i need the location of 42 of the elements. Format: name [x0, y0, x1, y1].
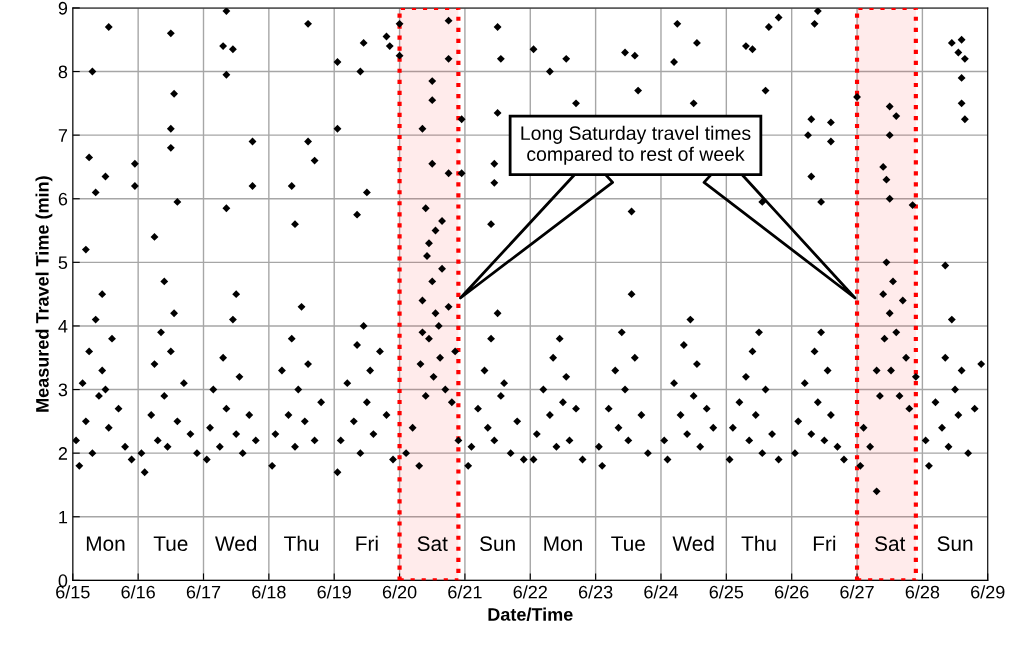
x-tick-label: 6/26	[775, 585, 809, 599]
annotation: Wed	[215, 535, 257, 552]
x-tick-label: 6/25	[709, 585, 744, 599]
x-tick-label: 6/16	[121, 585, 155, 599]
annotation: Sat	[875, 536, 906, 552]
x-tick-label: 6/27	[840, 585, 874, 599]
y-tick-label: 7	[58, 129, 68, 142]
annotation: Fri	[813, 535, 836, 551]
y-tick-label: 4	[58, 320, 68, 333]
x-tick-label: 6/17	[186, 585, 221, 599]
x-tick-label: 6/29	[971, 585, 1005, 599]
annotation: Thu	[284, 535, 319, 552]
y-axis-title: Measured Travel Time (min)	[35, 176, 53, 412]
annotation: Wed	[672, 535, 714, 552]
annotation: Mon	[86, 536, 125, 552]
x-tick-label: 6/20	[382, 585, 417, 599]
y-tick-label: 3	[58, 383, 68, 397]
x-tick-label: 6/21	[448, 585, 482, 599]
x-tick-label: 6/24	[644, 585, 679, 599]
x-tick-label: 6/19	[317, 585, 351, 599]
x-tick-label: 6/15	[56, 585, 90, 599]
annotation: Sat	[417, 536, 448, 552]
annotation: Thu	[741, 535, 776, 552]
y-tick-label: 9	[58, 1, 68, 15]
x-tick-label: 6/18	[252, 585, 286, 599]
x-tick-label: 6/22	[513, 585, 547, 599]
annotation: Long Saturday travel times compared to rest of week	[521, 125, 751, 165]
annotation: Mon	[544, 536, 582, 552]
y-tick-label: 5	[58, 256, 68, 270]
annotation: Fri	[356, 535, 378, 551]
x-tick-label: 6/28	[905, 585, 940, 599]
annotation: Tue	[153, 536, 188, 552]
y-tick-label: 2	[58, 447, 68, 460]
annotation: Tue	[611, 536, 645, 552]
annotation: Sun	[480, 536, 515, 552]
y-tick-label: 0	[58, 574, 68, 588]
x-axis-title: Date/Time	[488, 607, 573, 622]
y-tick-label: 6	[58, 192, 68, 206]
annotation: Sun	[937, 536, 973, 552]
y-tick-label: 1	[59, 510, 68, 524]
y-tick-label: 8	[58, 65, 68, 79]
x-tick-label: 6/23	[578, 585, 613, 599]
